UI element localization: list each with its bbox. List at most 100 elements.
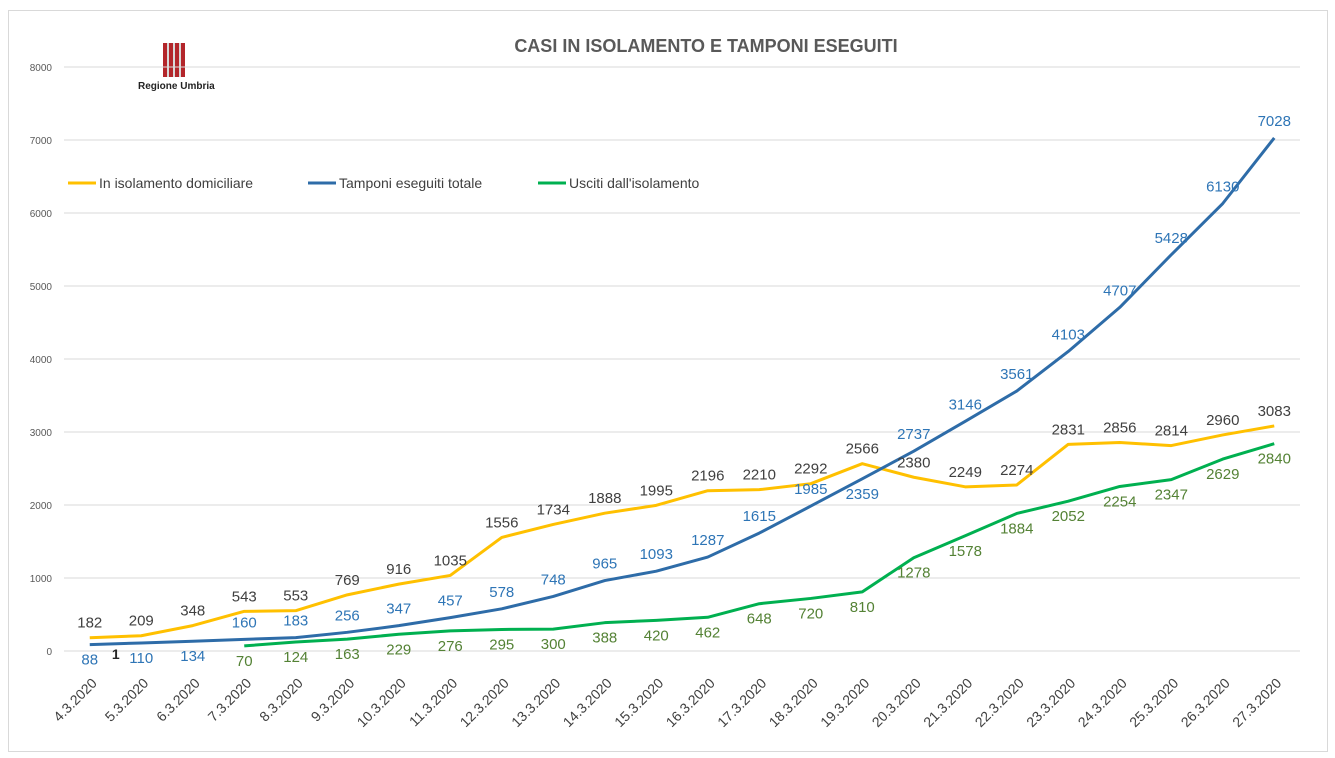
x-tick-label: 4.3.2020 — [50, 675, 100, 725]
y-tick-label: 7000 — [30, 136, 53, 147]
data-label: 4707 — [1103, 282, 1136, 299]
data-label: 2380 — [897, 454, 930, 471]
chart-title: CASI IN ISOLAMENTO E TAMPONI ESEGUITI — [514, 36, 897, 56]
x-tick-label: 13.3.2020 — [508, 675, 564, 731]
data-label: 163 — [335, 646, 360, 663]
data-label: 1278 — [897, 565, 930, 582]
x-tick-label: 26.3.2020 — [1178, 675, 1234, 731]
data-label: 2347 — [1155, 487, 1188, 504]
data-label: 110 — [129, 650, 153, 667]
x-tick-label: 19.3.2020 — [817, 675, 873, 731]
x-tick-label: 5.3.2020 — [102, 675, 152, 725]
data-label: 256 — [335, 607, 360, 624]
data-label: 2960 — [1206, 412, 1239, 429]
y-tick-label: 2000 — [30, 501, 53, 512]
x-tick-label: 7.3.2020 — [205, 675, 255, 725]
data-label: 578 — [489, 584, 514, 601]
regione-umbria-logo-icon — [163, 43, 185, 77]
data-label: 2814 — [1155, 423, 1188, 440]
data-label: 648 — [747, 611, 772, 628]
data-label: 965 — [592, 556, 617, 573]
x-tick-label: 20.3.2020 — [869, 675, 925, 731]
data-label: 6130 — [1206, 179, 1239, 196]
y-tick-label: 5000 — [30, 282, 53, 293]
x-tick-label: 16.3.2020 — [663, 675, 719, 731]
series-line-1 — [89, 424, 1275, 640]
data-label: 3083 — [1258, 403, 1291, 420]
data-label: 3146 — [949, 396, 982, 413]
x-tick-label: 14.3.2020 — [560, 675, 616, 731]
data-label: 1556 — [485, 514, 518, 531]
data-label: 1985 — [794, 481, 827, 498]
data-label: 2196 — [691, 468, 724, 485]
data-label: 1884 — [1000, 520, 1033, 537]
x-tick-label: 18.3.2020 — [766, 675, 822, 731]
data-label: 1995 — [640, 482, 673, 499]
data-label: 300 — [541, 636, 566, 653]
data-label: 2052 — [1052, 508, 1085, 525]
data-label: 70 — [236, 653, 253, 670]
data-label: 748 — [541, 571, 566, 588]
x-tick-label: 11.3.2020 — [406, 675, 461, 730]
data-label: 916 — [386, 561, 411, 578]
y-tick-label: 1000 — [30, 574, 53, 585]
data-label: 810 — [850, 599, 875, 616]
x-tick-label: 8.3.2020 — [256, 675, 306, 725]
data-label: 348 — [180, 603, 205, 620]
series-line-3 — [244, 442, 1275, 648]
data-label: 5428 — [1155, 230, 1188, 247]
data-label: 720 — [798, 605, 823, 622]
x-tick-label: 21.3.2020 — [920, 675, 976, 731]
legend-label: Usciti dall'isolamento — [569, 175, 699, 191]
data-label: 2856 — [1103, 420, 1136, 437]
data-label: 769 — [335, 572, 360, 589]
data-label: 2359 — [846, 486, 879, 503]
data-label: 2629 — [1206, 466, 1239, 483]
data-label: 347 — [386, 601, 411, 618]
y-tick-label: 4000 — [30, 355, 53, 366]
x-tick-label: 25.3.2020 — [1126, 675, 1182, 731]
data-label: 2292 — [794, 461, 827, 478]
annotation-label: 1 — [112, 646, 120, 662]
data-label: 295 — [489, 636, 514, 653]
data-label: 2274 — [1000, 462, 1033, 479]
data-label: 182 — [77, 615, 102, 632]
data-label: 2737 — [897, 426, 930, 443]
data-label: 2249 — [949, 464, 982, 481]
data-label: 134 — [180, 648, 205, 665]
data-label: 388 — [592, 630, 617, 647]
data-label: 1578 — [949, 543, 982, 560]
y-tick-label: 0 — [46, 647, 52, 658]
data-label: 7028 — [1258, 113, 1291, 130]
data-label: 457 — [438, 593, 463, 610]
legend-label: Tamponi eseguiti totale — [339, 175, 482, 191]
x-tick-label: 17.3.2020 — [714, 675, 770, 731]
data-label: 462 — [695, 624, 720, 641]
data-label: 88 — [81, 652, 98, 669]
data-label: 1734 — [537, 501, 570, 518]
x-tick-label: 15.3.2020 — [611, 675, 667, 731]
x-tick-label: 23.3.2020 — [1023, 675, 1079, 731]
data-label: 2210 — [743, 467, 776, 484]
x-tick-label: 12.3.2020 — [457, 675, 513, 731]
data-label: 2840 — [1258, 451, 1291, 468]
data-label: 276 — [438, 638, 463, 655]
data-label: 1888 — [588, 490, 621, 507]
x-tick-label: 22.3.2020 — [972, 675, 1028, 731]
y-tick-label: 8000 — [30, 63, 53, 74]
x-tick-label: 9.3.2020 — [308, 675, 358, 725]
x-tick-label: 24.3.2020 — [1075, 675, 1131, 731]
x-tick-label: 10.3.2020 — [354, 675, 410, 731]
logo-text: Regione Umbria — [138, 81, 215, 92]
y-tick-label: 3000 — [30, 428, 53, 439]
data-label: 160 — [232, 614, 257, 631]
x-tick-label: 27.3.2020 — [1229, 675, 1285, 731]
data-label: 1615 — [743, 508, 776, 525]
data-label: 1287 — [691, 532, 724, 549]
data-label: 124 — [283, 649, 308, 666]
data-label: 183 — [283, 613, 308, 630]
data-label: 4103 — [1052, 326, 1085, 343]
series-line-2 — [89, 137, 1276, 647]
data-label: 229 — [386, 641, 411, 658]
